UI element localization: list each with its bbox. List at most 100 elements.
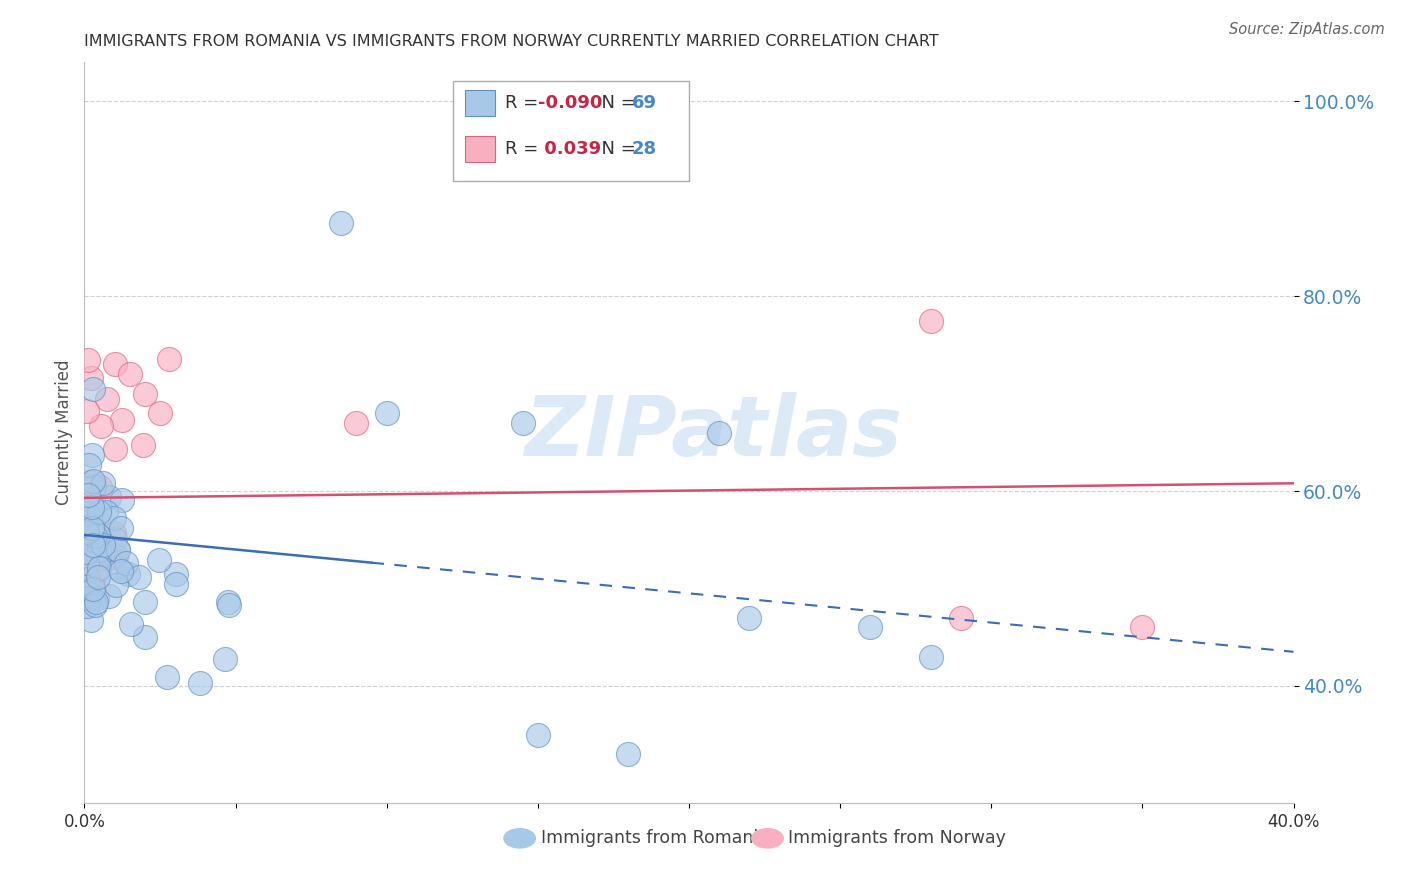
Point (76, 506, 98, 520)
Text: Source: ZipAtlas.com: Source: ZipAtlas.com (1229, 22, 1385, 37)
Point (87, 561, 110, 575)
Text: 28: 28 (633, 140, 657, 158)
Text: Immigrants from Romania: Immigrants from Romania (541, 830, 769, 847)
Point (91, 545, 114, 559)
Point (330, 216, 353, 230)
Point (84, 564, 107, 578)
Point (90, 418, 112, 433)
Point (76, 599, 98, 613)
Point (82, 538, 104, 552)
Circle shape (752, 829, 783, 848)
Point (103, 525, 125, 540)
Point (98, 589, 121, 603)
Point (950, 611, 973, 625)
Point (107, 543, 129, 558)
Point (218, 598, 240, 612)
Point (134, 595, 156, 609)
Point (79, 475, 101, 490)
Point (87, 505, 110, 519)
Point (165, 567, 187, 582)
Point (76, 529, 98, 543)
Point (77, 585, 100, 599)
Y-axis label: Currently Married: Currently Married (55, 359, 73, 506)
Point (128, 570, 150, 584)
Point (82, 474, 104, 488)
Point (77, 500, 100, 514)
Point (83, 479, 105, 493)
Point (76, 520, 98, 534)
Bar (465, 90, 495, 117)
Point (86, 591, 108, 605)
Point (156, 670, 179, 684)
Point (96, 392, 118, 406)
Point (80, 371, 103, 385)
FancyBboxPatch shape (453, 81, 689, 181)
Text: N =: N = (589, 95, 641, 112)
Point (82, 582, 104, 597)
Text: 69: 69 (633, 95, 657, 112)
Point (86, 570, 108, 584)
Point (134, 386, 156, 401)
Point (920, 313, 942, 327)
Point (77, 572, 100, 586)
Point (104, 532, 127, 546)
Point (84, 594, 107, 608)
Point (617, 747, 640, 761)
Point (110, 564, 132, 578)
Point (77, 353, 100, 368)
Point (512, 416, 534, 430)
Point (93, 538, 115, 552)
Point (77, 458, 100, 472)
Point (83, 598, 105, 612)
Point (76, 527, 98, 541)
Point (103, 511, 125, 525)
Point (920, 649, 942, 664)
Text: R =: R = (505, 140, 544, 158)
Point (87, 528, 110, 542)
Point (86, 552, 108, 566)
Text: Immigrants from Norway: Immigrants from Norway (789, 830, 1005, 847)
Bar (465, 136, 495, 162)
Point (104, 442, 127, 456)
Point (738, 611, 761, 625)
Point (120, 616, 142, 631)
Text: -0.090: -0.090 (538, 95, 602, 112)
Text: IMMIGRANTS FROM ROMANIA VS IMMIGRANTS FROM NORWAY CURRENTLY MARRIED CORRELATION : IMMIGRANTS FROM ROMANIA VS IMMIGRANTS FR… (84, 34, 939, 49)
Point (80, 613, 103, 627)
Point (110, 521, 132, 535)
Point (115, 556, 138, 570)
Point (80, 551, 103, 566)
Point (118, 367, 141, 381)
Point (76, 515, 98, 529)
Point (165, 577, 187, 591)
Point (1130, 620, 1153, 634)
Point (111, 493, 134, 508)
Point (111, 413, 134, 427)
Point (527, 728, 550, 742)
Point (148, 553, 170, 567)
Point (76, 545, 98, 559)
Text: ZIPatlas: ZIPatlas (524, 392, 903, 473)
Point (149, 406, 172, 420)
Point (859, 620, 882, 634)
Point (157, 351, 180, 366)
Point (214, 651, 236, 665)
Circle shape (503, 829, 536, 848)
Text: 0.039: 0.039 (538, 140, 600, 158)
Point (190, 676, 212, 690)
Text: N =: N = (589, 140, 641, 158)
Point (104, 358, 127, 372)
Point (94, 504, 117, 518)
Point (76, 557, 98, 571)
Point (107, 561, 129, 575)
Text: R =: R = (505, 95, 544, 112)
Point (132, 437, 155, 451)
Point (82, 580, 104, 594)
Point (76, 488, 98, 502)
Point (134, 630, 156, 644)
Point (104, 578, 127, 592)
Point (80, 500, 103, 514)
Point (76, 403, 98, 417)
Point (217, 595, 239, 609)
Point (80, 521, 103, 535)
